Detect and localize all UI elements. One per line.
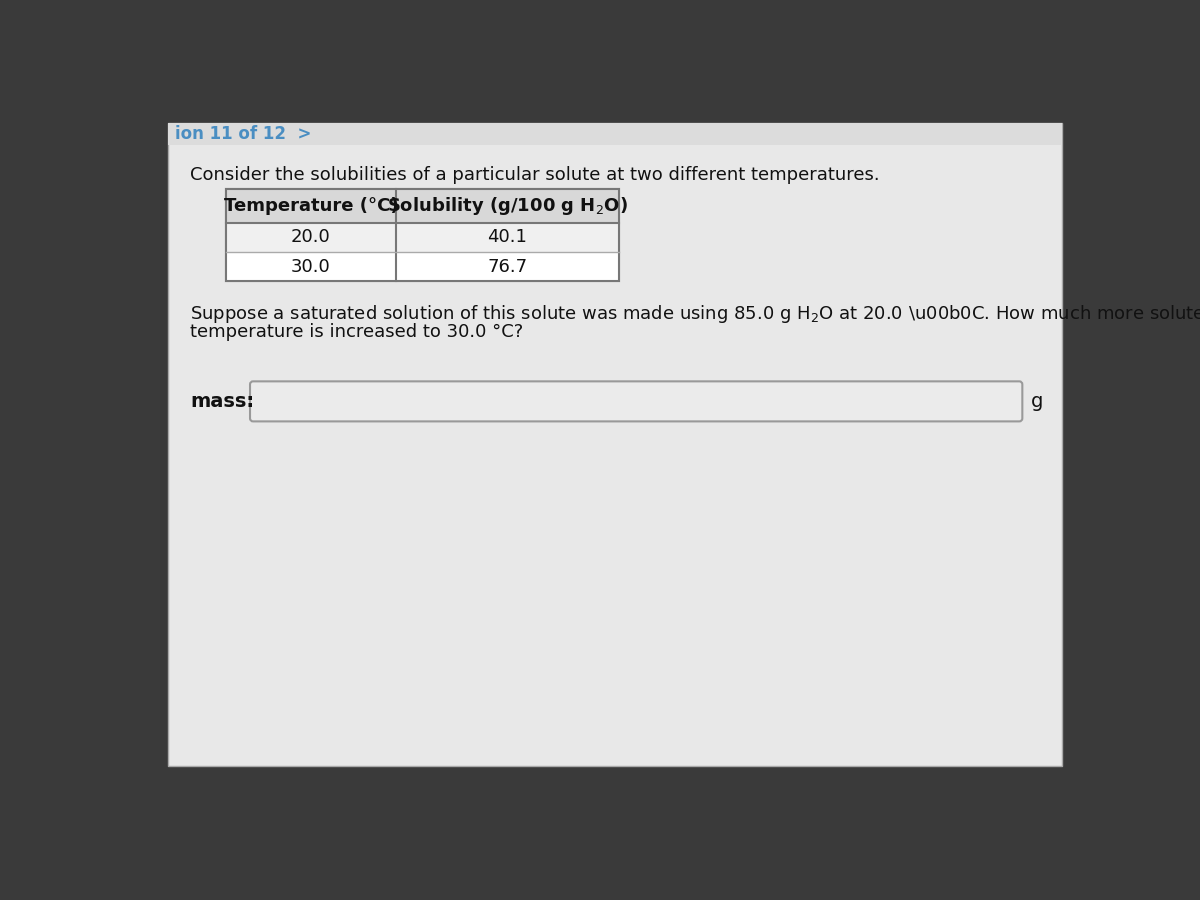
Bar: [226, 189, 619, 222]
Text: Consider the solubilities of a particular solute at two different temperatures.: Consider the solubilities of a particula…: [190, 166, 880, 184]
Text: mass:: mass:: [190, 392, 254, 411]
Text: ion 11 of 12  >: ion 11 of 12 >: [174, 125, 311, 143]
Text: g: g: [1031, 392, 1043, 411]
Text: temperature is increased to 30.0 °C?: temperature is increased to 30.0 °C?: [190, 323, 523, 341]
FancyBboxPatch shape: [250, 382, 1022, 421]
Text: 40.1: 40.1: [487, 229, 527, 247]
Text: 20.0: 20.0: [290, 229, 331, 247]
Bar: [226, 222, 619, 252]
Bar: [168, 123, 1062, 145]
Text: Suppose a saturated solution of this solute was made using 85.0 g H$_2$O at 20.0: Suppose a saturated solution of this sol…: [190, 302, 1200, 325]
Bar: [226, 189, 619, 281]
FancyBboxPatch shape: [168, 123, 1062, 767]
Text: Temperature (°C): Temperature (°C): [223, 197, 398, 215]
Text: Solubility (g/100 g H$_2$O): Solubility (g/100 g H$_2$O): [386, 194, 628, 217]
Bar: [226, 189, 619, 281]
Text: 30.0: 30.0: [290, 257, 331, 275]
Bar: [226, 252, 619, 281]
Text: 76.7: 76.7: [487, 257, 527, 275]
